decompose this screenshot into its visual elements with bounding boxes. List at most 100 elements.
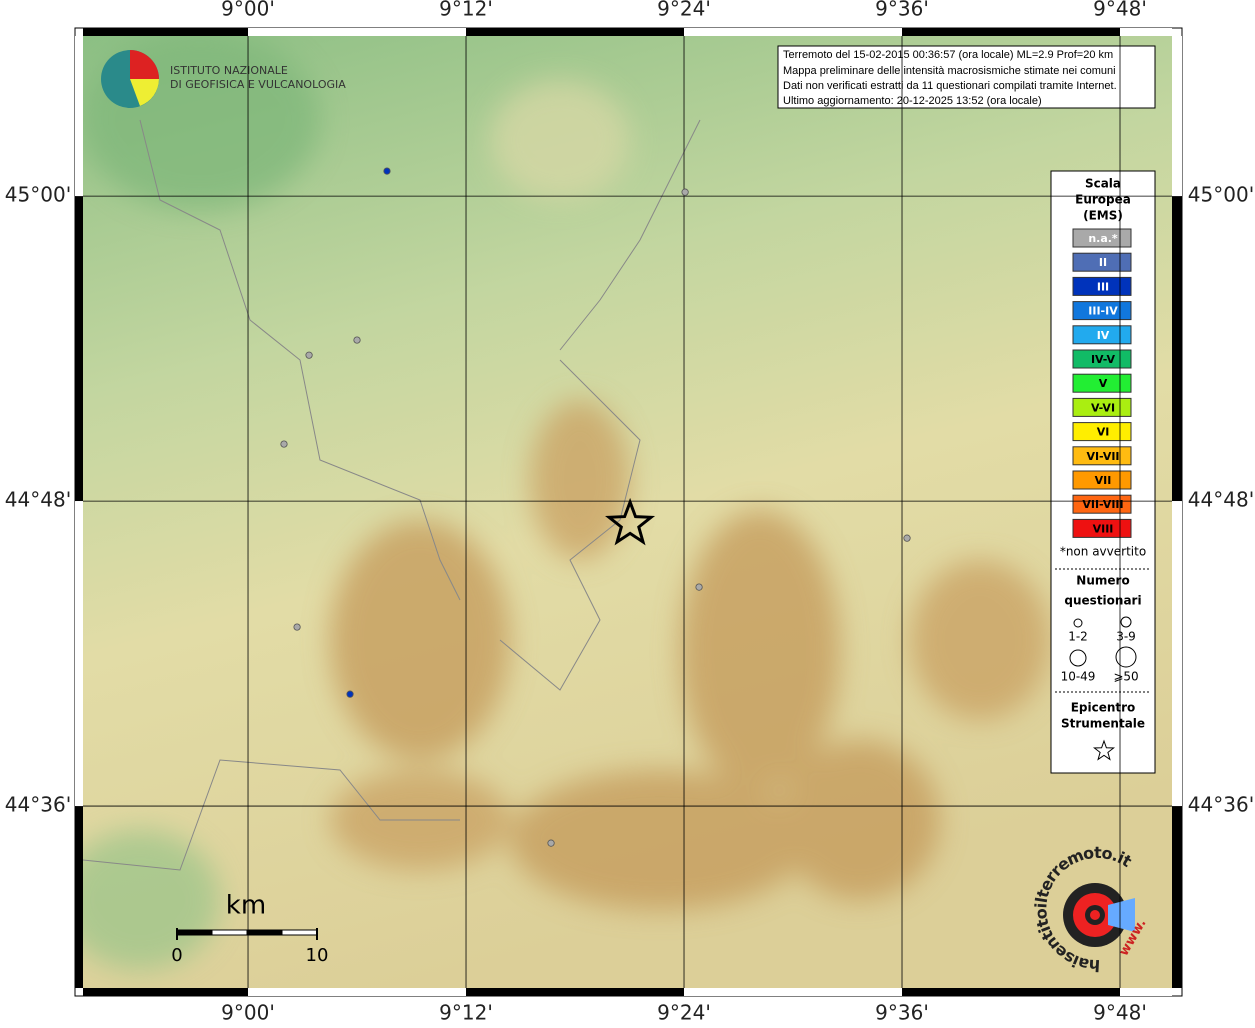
legend-label: III-IV: [1088, 305, 1118, 318]
info-line: Terremoto del 15-02-2015 00:36:57 (ora l…: [783, 49, 1113, 61]
scale-segment: [211, 929, 248, 936]
x-tick-label: 9°12': [439, 0, 493, 21]
legend-label: VI-VII: [1086, 450, 1119, 463]
info-line: Ultimo aggiornamento: 20-12-2025 13:52 (…: [783, 95, 1042, 107]
frame-segment: [902, 28, 1121, 36]
legend-title: (EMS): [1083, 209, 1123, 223]
legend: ScalaEuropea(EMS)n.a.*IIIIIIII-IVIVIV-VV…: [1050, 170, 1156, 774]
x-tick-label: 9°00': [221, 0, 275, 21]
scale-unit: km: [226, 891, 266, 921]
legend-label: V: [1099, 377, 1108, 390]
epicenter: [605, 497, 656, 546]
legend-swatch: [1072, 422, 1132, 442]
terrain: [83, 36, 1172, 988]
legend-label: n.a.*: [1088, 232, 1118, 245]
survey-point: [383, 167, 391, 175]
y-tick-label: 44°48': [5, 488, 71, 512]
frame-segment: [248, 28, 467, 36]
frame-segment: [248, 988, 467, 996]
legend-swatch: [1072, 325, 1132, 345]
x-tick-label: 9°48': [1093, 0, 1147, 21]
legend-swatch: [1072, 301, 1132, 321]
x-tick-label: 9°48': [1093, 1001, 1147, 1025]
legend-title: Europea: [1075, 193, 1131, 207]
y-tick-label: 45°00': [5, 183, 71, 207]
legend-swatch: [1072, 446, 1132, 466]
legend-swatch: [1072, 276, 1132, 296]
count-label: 1-2: [1068, 630, 1088, 644]
legend-swatch: [1072, 373, 1132, 393]
frame-segment: [1172, 806, 1182, 988]
legend-title: Scala: [1085, 177, 1121, 191]
survey-point: [346, 690, 354, 698]
y-tick-label: 44°48': [1188, 488, 1254, 512]
frame-segment: [75, 36, 83, 197]
legend-title: Numero: [1076, 574, 1129, 588]
count-label: 10-49: [1061, 670, 1096, 684]
ingv-logo: ISTITUTO NAZIONALE DI GEOFISICA E VULCAN…: [101, 50, 346, 108]
scale-label: 10: [306, 945, 329, 966]
scale-segment: [246, 929, 283, 936]
frame-segment: [83, 988, 249, 996]
info-line: Dati non verificati estratti da 11 quest…: [783, 80, 1117, 92]
legend-swatch: [1072, 518, 1132, 538]
legend-label: VIII: [1093, 522, 1114, 535]
survey-point: [695, 583, 703, 591]
institute-name: ISTITUTO NAZIONALE: [170, 64, 288, 77]
frame-segment: [466, 988, 685, 996]
info-line: Mappa preliminare delle intensità macros…: [783, 65, 1116, 77]
legend-title: questionari: [1064, 594, 1141, 608]
legend-title: Epicentro: [1071, 701, 1136, 715]
frame-segment: [466, 28, 685, 36]
survey-point: [305, 351, 313, 359]
frame-segment: [75, 806, 83, 988]
count-label: ⩾50: [1113, 670, 1138, 684]
frame-segment: [902, 988, 1121, 996]
y-tick-label: 44°36': [5, 793, 71, 817]
frame-segment: [1172, 501, 1182, 807]
survey-point: [681, 188, 689, 196]
x-tick-label: 9°24': [657, 1001, 711, 1025]
legend-swatch: [1072, 494, 1132, 514]
frame-segment: [75, 501, 83, 807]
frame-segment: [1120, 28, 1172, 36]
legend-label: III: [1097, 280, 1109, 293]
legend-swatch: [1072, 470, 1132, 490]
x-tick-label: 9°36': [875, 0, 929, 21]
x-tick-label: 9°12': [439, 1001, 493, 1025]
scale-segment: [281, 929, 318, 936]
x-tick-label: 9°36': [875, 1001, 929, 1025]
legend-label: IV: [1097, 329, 1110, 342]
legend-swatch: [1072, 397, 1132, 417]
survey-point: [903, 534, 911, 542]
count-label: 3-9: [1116, 630, 1136, 644]
scale-label: 0: [171, 945, 182, 966]
institute-name: DI GEOFISICA E VULCANOLOGIA: [170, 78, 346, 91]
legend-label: VI: [1097, 426, 1110, 439]
survey-point: [293, 623, 301, 631]
y-tick-label: 44°36': [1188, 793, 1254, 817]
legend-label: VII-VIII: [1082, 498, 1123, 511]
legend-label: IV-V: [1091, 353, 1116, 366]
x-tick-label: 9°24': [657, 0, 711, 21]
frame-segment: [75, 196, 83, 502]
legend-swatch: [1072, 252, 1132, 272]
legend-label: VII: [1095, 474, 1112, 487]
survey-point: [280, 440, 288, 448]
legend-swatch: [1072, 228, 1132, 248]
frame-segment: [1172, 36, 1182, 197]
frame-segment: [1172, 196, 1182, 502]
legend-swatch: [1072, 349, 1132, 369]
x-tick-label: 9°00': [221, 1001, 275, 1025]
info-box: Terremoto del 15-02-2015 00:36:57 (ora l…: [777, 45, 1156, 109]
survey-point: [547, 839, 555, 847]
legend-label: V-VI: [1091, 401, 1115, 414]
frame-segment: [83, 28, 249, 36]
survey-point: [353, 336, 361, 344]
y-tick-label: 45°00': [1188, 183, 1254, 207]
legend-label: II: [1099, 256, 1107, 269]
map-frame: [74, 27, 1183, 997]
legend-note: *non avvertito: [1060, 545, 1146, 559]
scale-segment: [176, 929, 213, 936]
